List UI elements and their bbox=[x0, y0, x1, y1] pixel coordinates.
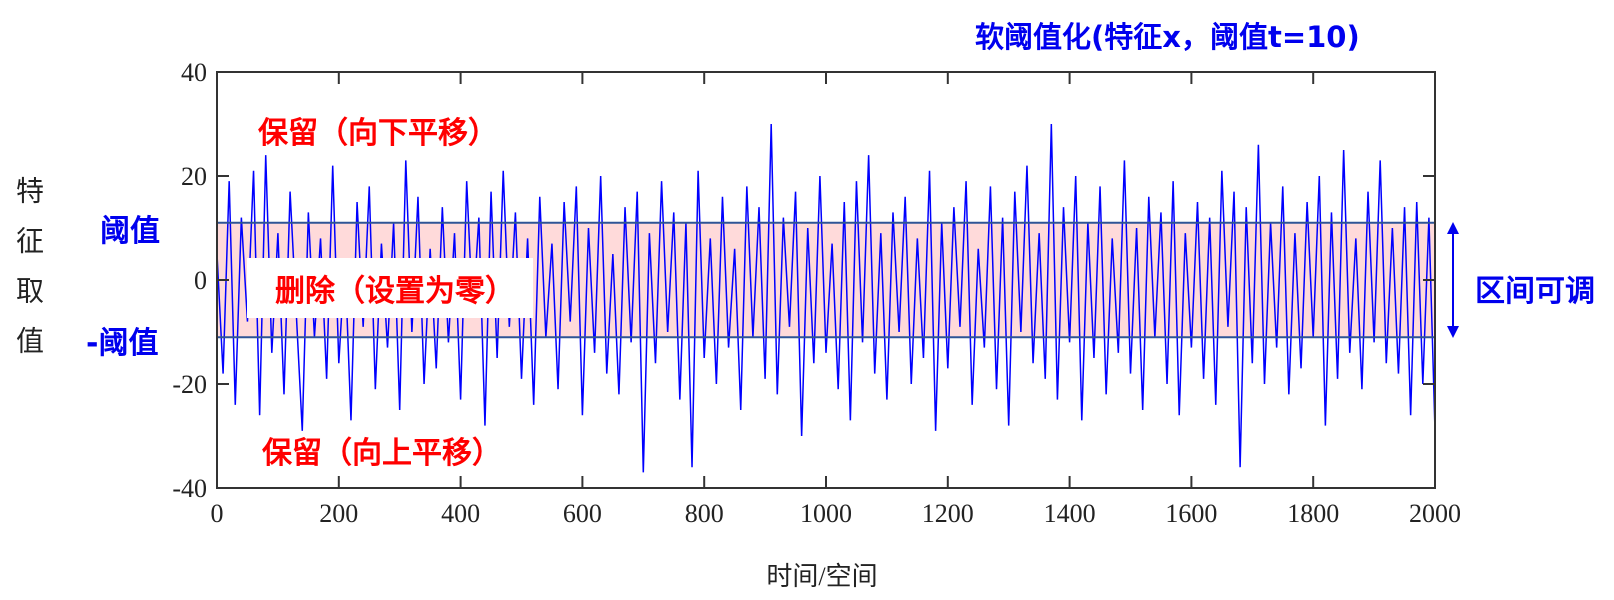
x-axis-label: 时间/空间 bbox=[766, 562, 877, 591]
x-tick-label: 1400 bbox=[1044, 499, 1096, 528]
neg-threshold-label: -阈值 bbox=[86, 326, 159, 361]
x-tick-label: 2000 bbox=[1409, 499, 1461, 528]
y-tick-label: -20 bbox=[172, 370, 207, 399]
x-tick-label: 1600 bbox=[1165, 499, 1217, 528]
x-tick-label: 1800 bbox=[1287, 499, 1339, 528]
threshold-label: 阈值 bbox=[100, 214, 160, 249]
y-tick-label: 0 bbox=[194, 266, 207, 295]
y-axis-label: 特征取值 bbox=[12, 176, 45, 376]
annotation-delete: 删除（设置为零） bbox=[247, 258, 533, 318]
y-tick-label: -40 bbox=[172, 474, 207, 503]
adjustable-arrow bbox=[1447, 222, 1459, 338]
annotation-keep-down: 保留（向下平移） bbox=[258, 116, 498, 151]
x-tick-label: 800 bbox=[685, 499, 724, 528]
annotation-keep-up: 保留（向上平移） bbox=[262, 436, 502, 471]
y-tick-label: 20 bbox=[181, 162, 207, 191]
x-tick-label: 1000 bbox=[800, 499, 852, 528]
chart-title: 软阈值化(特征x，阈值t=10) bbox=[975, 20, 1360, 54]
axis-ticks: 0 200 400 600 800 1000 1200 1400 1600 1800 2000402… bbox=[172, 58, 1461, 528]
x-tick-label: 1200 bbox=[922, 499, 974, 528]
adjustable-label: 区间可调 bbox=[1475, 274, 1595, 309]
y-tick-label: 40 bbox=[181, 58, 207, 87]
x-tick-label: 600 bbox=[563, 499, 602, 528]
x-tick-label: 200 bbox=[319, 499, 358, 528]
x-tick-label: 0 bbox=[211, 499, 224, 528]
x-tick-label: 400 bbox=[441, 499, 480, 528]
